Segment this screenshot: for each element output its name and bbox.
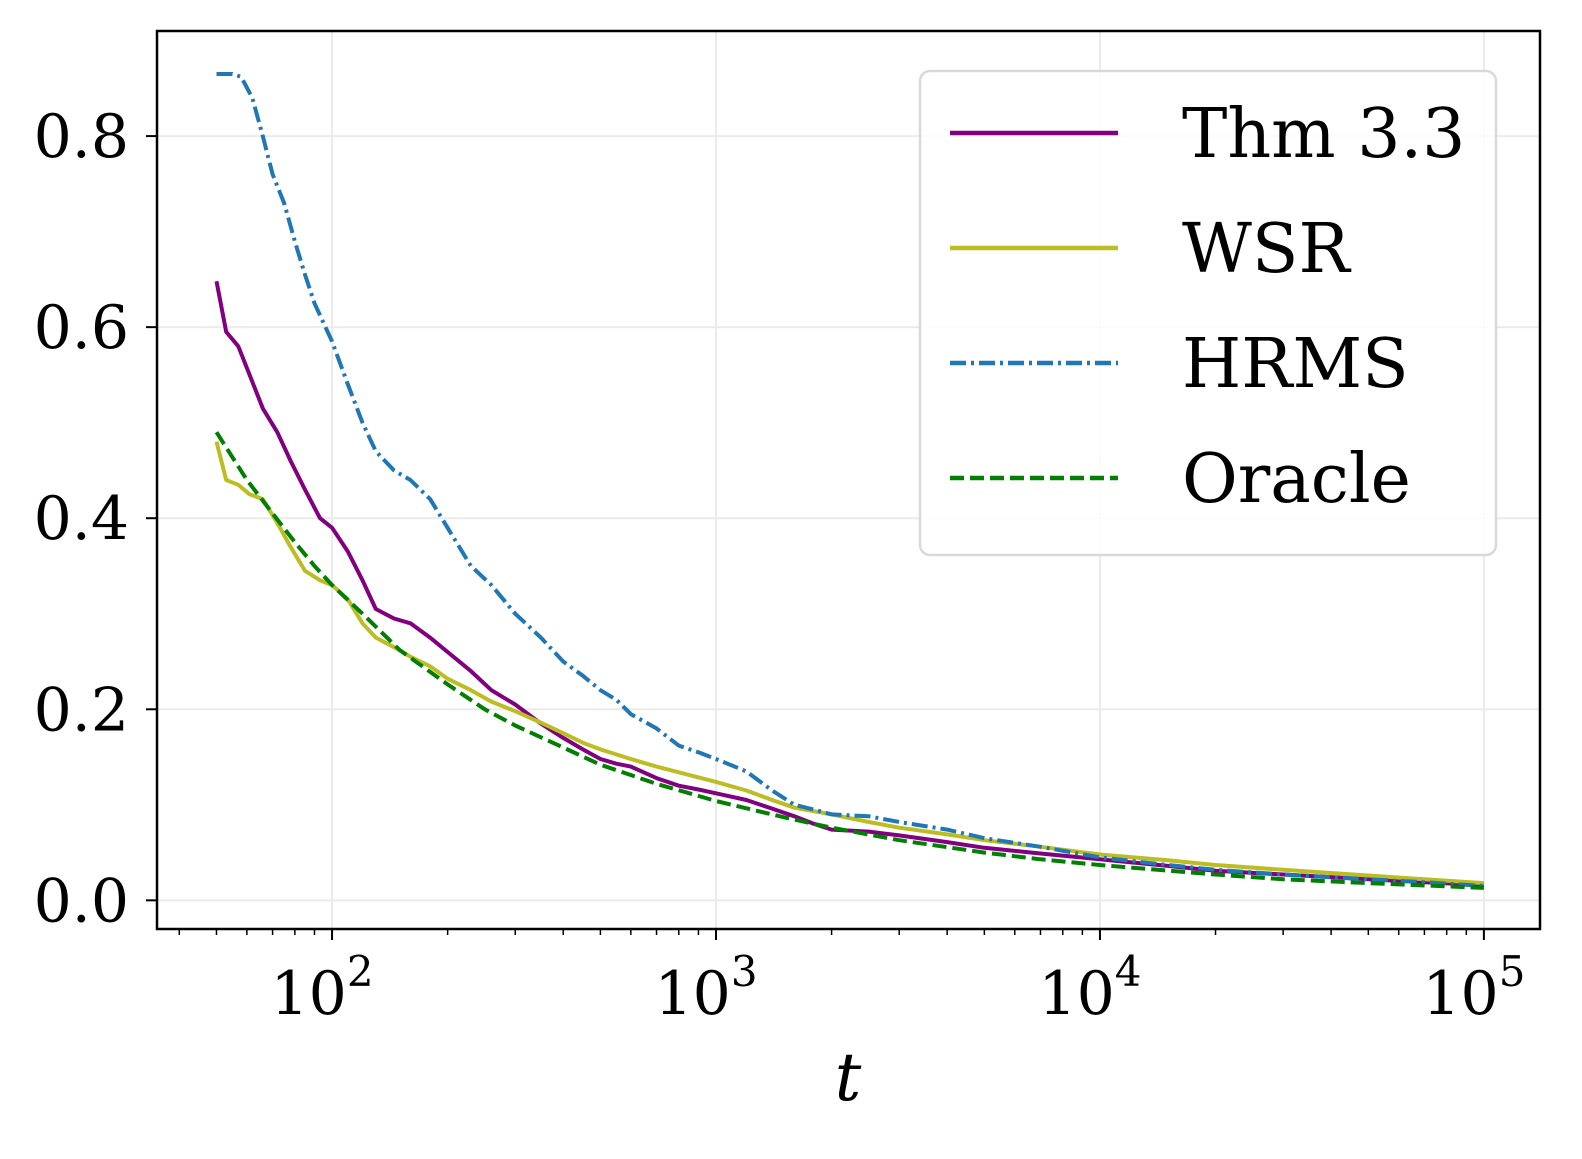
- series-line-1: [214, 280, 1484, 888]
- x-tick-exponent: 2: [347, 947, 374, 996]
- legend-items: Thm 3.3 WSR HRMS Oracle: [950, 95, 1465, 519]
- x-tick-base: 10: [1422, 959, 1498, 1029]
- x-tick-base: 10: [1038, 959, 1114, 1029]
- x-tick-base: 10: [654, 959, 730, 1029]
- x-tick-base: 10: [271, 959, 347, 1029]
- x-tick-labels: 102 103 104 105: [271, 947, 1526, 1029]
- legend-box: [918, 69, 1498, 557]
- x-tick-exponent: 3: [731, 947, 758, 996]
- x-axis-label: t: [835, 1039, 862, 1116]
- legend-label: WSR: [1182, 210, 1351, 289]
- legend: Thm 3.3 WSR HRMS Oracle: [918, 69, 1498, 557]
- y-tick-label: 0.0: [34, 866, 129, 936]
- legend-label: Oracle: [1182, 440, 1411, 519]
- x-minor-ticks: [178, 929, 1468, 935]
- y-tick-label: 0.8: [34, 102, 129, 172]
- y-tick-labels: 0.0 0.2 0.4 0.6 0.8: [34, 102, 129, 936]
- x-tick-exponent: 4: [1115, 947, 1142, 996]
- y-tick-label: 0.4: [34, 484, 129, 554]
- legend-label: Thm 3.3: [1182, 95, 1465, 174]
- y-tick-label: 0.2: [34, 675, 129, 745]
- y-tick-label: 0.6: [34, 293, 129, 363]
- plot-frame: [155, 29, 1542, 931]
- series-layer: [214, 72, 1485, 890]
- x-tick-label: 103: [654, 947, 757, 1029]
- x-tick-exponent: 5: [1499, 947, 1526, 996]
- series-line-4: [214, 431, 1484, 890]
- x-tick-label: 104: [1038, 947, 1141, 1029]
- legend-label: HRMS: [1182, 325, 1409, 404]
- x-tick-label: 105: [1422, 947, 1525, 1029]
- major-ticks: [146, 135, 1485, 940]
- x-tick-label: 102: [271, 947, 374, 1029]
